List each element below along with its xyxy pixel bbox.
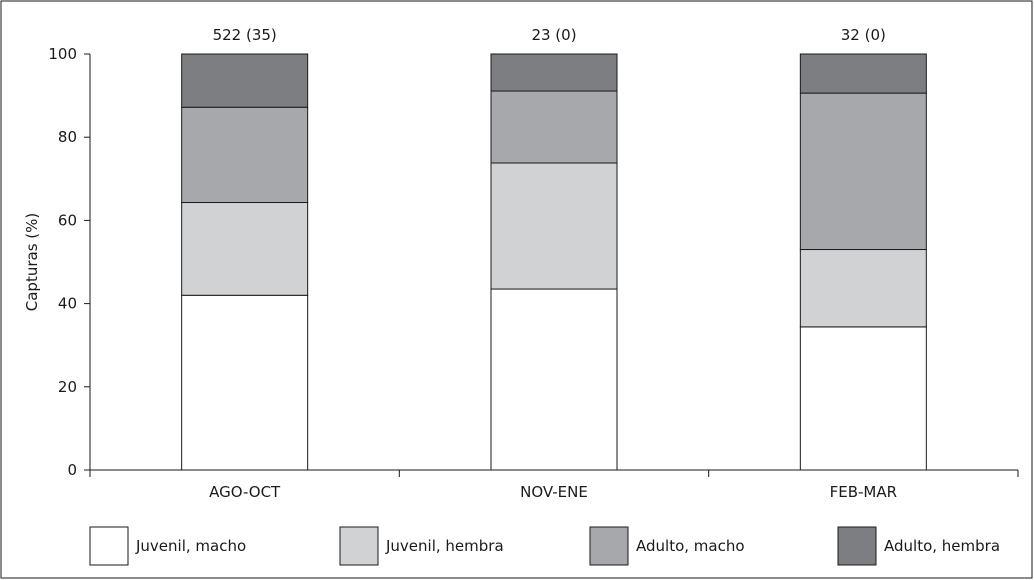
bar-segment [490,288,618,471]
y-tick-label: 60 [58,211,77,229]
bar-top-label: 23 (0) [531,26,576,44]
bar-segment [490,90,618,164]
legend-label: Juvenil, hembra [385,537,504,555]
y-tick-label: 80 [58,128,77,146]
bar-segment [799,249,927,328]
y-tick-label: 20 [58,378,77,396]
legend-swatch [339,526,379,566]
legend-label: Juvenil, macho [135,537,246,555]
bar-top-labels: 522 (35) 23 (0) 32 (0) [213,26,886,44]
y-tick-label: 0 [67,461,77,479]
bar-segment [799,326,927,471]
legend: Juvenil, macho Juvenil, hembra Adulto, mac… [89,526,1000,566]
bar-top-label: 522 (35) [213,26,277,44]
x-tick-label: AGO-OCT [209,483,281,501]
x-tick-labels: AGO-OCT NOV-ENE FEB-MAR [209,483,897,501]
bars [181,53,927,471]
bar-segment [799,92,927,251]
bar-segment [181,53,309,108]
legend-swatch [89,526,129,566]
legend-swatch [589,526,629,566]
y-tick-label: 40 [58,295,77,313]
bar-segment [181,294,309,471]
x-tick-label: FEB-MAR [830,483,897,501]
bar-segment [181,106,309,204]
legend-swatch [837,526,877,566]
legend-label: Adulto, hembra [884,537,1000,555]
bar-top-label: 32 (0) [841,26,886,44]
bar-segment [490,53,618,92]
y-axis-label: Capturas (%) [23,213,41,311]
legend-label: Adulto, macho [636,537,745,555]
bar-segment [181,202,309,296]
bar-segment [799,53,927,94]
bar-segment [490,162,618,290]
y-tick-label: 100 [48,45,77,63]
x-tick-label: NOV-ENE [520,483,588,501]
